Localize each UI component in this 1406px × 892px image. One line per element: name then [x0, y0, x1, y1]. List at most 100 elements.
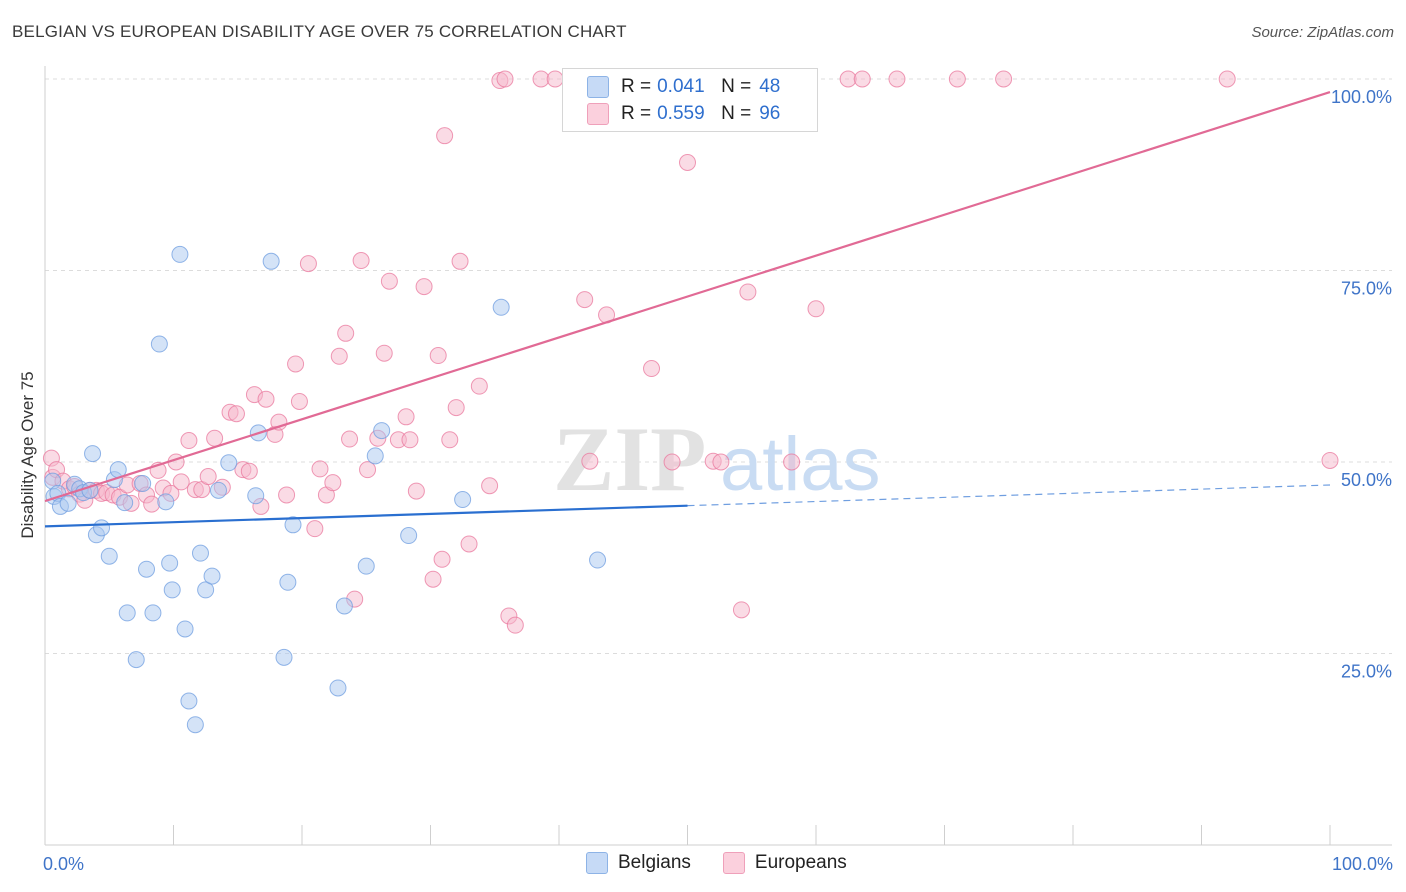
belgians-point [247, 487, 265, 505]
watermark-zip: ZIP [553, 408, 706, 510]
belgians-point [127, 651, 145, 669]
y-axis-label: Disability Age Over 75 [18, 371, 37, 538]
belgians-point [589, 551, 607, 569]
europeans-point [581, 452, 599, 470]
belgians-point [275, 648, 293, 666]
europeans-point [299, 255, 317, 273]
belgians-point [203, 567, 221, 585]
europeans-point [337, 324, 355, 342]
trend-lines [44, 90, 1331, 528]
belgians-legend-label: Belgians [618, 852, 691, 873]
belgians-point [84, 445, 102, 463]
belgians-point [197, 581, 215, 599]
europeans-point [375, 344, 393, 362]
europeans-legend-swatch [722, 852, 745, 874]
legend-item-europeans[interactable]: Europeans [722, 852, 847, 874]
europeans-point [341, 430, 359, 448]
europeans-point [240, 462, 258, 480]
europeans-point [441, 431, 459, 449]
belgians-legend-swatch [586, 852, 608, 874]
belgians-point [144, 604, 162, 622]
n-label: N = [721, 76, 752, 97]
europeans-point [324, 474, 342, 492]
europeans-point [306, 520, 324, 538]
n-label: N = [721, 103, 752, 124]
belgians-point [220, 454, 238, 472]
r-value: 0.041 [657, 76, 705, 97]
europeans-point [643, 360, 661, 378]
belgians-trend-line [44, 504, 688, 528]
belgians-point [118, 604, 136, 622]
belgians-point [134, 474, 152, 492]
r-label: R = [621, 76, 652, 97]
n-value: 96 [759, 103, 781, 124]
y-tick-label: 75.0% [1341, 279, 1392, 299]
belgians-point [400, 527, 418, 545]
europeans-point [433, 550, 451, 568]
legend-row-europeans: R = 0.559 N = 96 [587, 101, 780, 127]
belgians-point [284, 516, 302, 534]
europeans-point [496, 70, 514, 88]
gridlines [45, 78, 1392, 654]
belgians-point [279, 573, 297, 591]
europeans-point [397, 408, 415, 426]
europeans-point [888, 70, 906, 88]
belgians-point [186, 716, 204, 734]
europeans-point [839, 70, 857, 88]
belgians-point [180, 692, 198, 710]
europeans-point [807, 300, 825, 318]
n-value: 48 [759, 76, 781, 97]
belgians-point [93, 519, 111, 537]
europeans-point [948, 70, 966, 88]
europeans-point [311, 460, 329, 478]
europeans-point [278, 486, 296, 504]
europeans-point [470, 377, 488, 395]
belgians-point [161, 554, 179, 572]
x-tick-label: 0.0% [43, 854, 84, 874]
y-tick-label: 25.0% [1341, 662, 1392, 682]
watermark-atlas: atlas [720, 422, 881, 507]
europeans-point [180, 432, 198, 450]
europeans-point [739, 283, 757, 301]
belgians-point [209, 481, 227, 499]
chart-title: BELGIAN VS EUROPEAN DISABILITY AGE OVER … [12, 22, 627, 41]
europeans-point [424, 570, 442, 588]
belgians-point [150, 335, 168, 353]
belgians-point [163, 581, 181, 599]
belgians-point [191, 544, 209, 562]
europeans-trend-line [44, 90, 1331, 503]
x-tick-label: 100.0% [1332, 854, 1393, 874]
belgians-point [366, 447, 384, 465]
europeans-point [481, 477, 499, 495]
europeans-swatch [587, 103, 609, 125]
r-label: R = [621, 103, 652, 124]
europeans-point [712, 453, 730, 471]
europeans-legend-label: Europeans [754, 852, 847, 873]
belgians-swatch [587, 76, 609, 98]
europeans-point [290, 392, 308, 410]
europeans-point [172, 473, 190, 491]
stats-legend: R = 0.041 N = 48 R = 0.559 N = 96 [562, 68, 818, 132]
europeans-point [460, 535, 478, 553]
europeans-point [663, 453, 681, 471]
europeans-points [42, 70, 1339, 634]
europeans-point [401, 431, 419, 449]
europeans-point [995, 70, 1013, 88]
europeans-point [447, 399, 465, 417]
europeans-point [532, 70, 550, 88]
legend-row-belgians: R = 0.041 N = 48 [587, 74, 780, 100]
europeans-point [1218, 70, 1236, 88]
europeans-point [436, 127, 454, 145]
europeans-point [853, 70, 871, 88]
europeans-point [506, 616, 524, 634]
europeans-point [415, 278, 433, 296]
legend-item-belgians[interactable]: Belgians [586, 852, 691, 874]
europeans-point [352, 252, 370, 270]
europeans-point [679, 153, 696, 171]
europeans-point [1321, 451, 1339, 469]
y-tick-label: 50.0% [1341, 470, 1392, 490]
belgians-point [329, 679, 347, 697]
belgians-point [171, 245, 189, 263]
belgians-point [59, 494, 77, 512]
